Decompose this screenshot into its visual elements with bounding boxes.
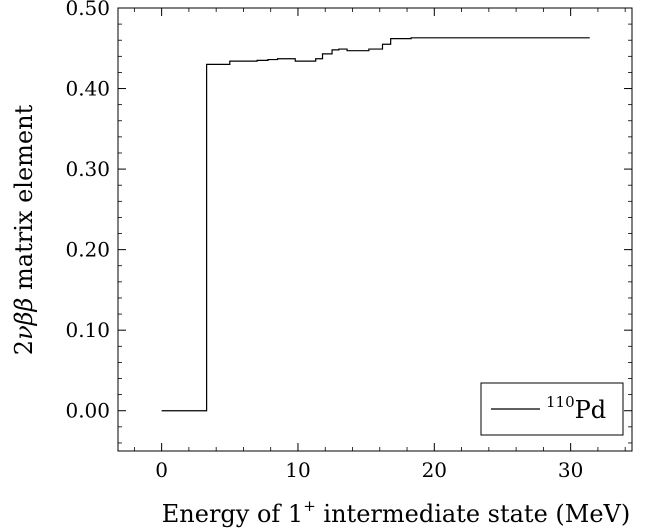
legend-label: 110Pd xyxy=(546,393,606,424)
series-layer xyxy=(161,37,590,412)
axis-ticks xyxy=(118,7,632,451)
y-tick-label: 0.30 xyxy=(65,157,110,181)
tick-labels: 0 10 20 30 0.00 0.10 0.20 0.30 0.40 0.50 xyxy=(65,0,583,482)
x-axis-label-suffix: intermediate state (MeV) xyxy=(316,500,630,528)
y-tick-label: 0.50 xyxy=(65,0,110,20)
y-tick-label: 0.40 xyxy=(65,77,110,101)
y-tick-label: 0.20 xyxy=(65,238,110,262)
legend-label-element: Pd xyxy=(575,396,607,424)
y-tick-label: 0.10 xyxy=(65,318,110,342)
legend-label-mass: 110 xyxy=(546,393,575,411)
y-axis-label-suffix: matrix element xyxy=(10,104,38,297)
series-line-110pd xyxy=(161,37,590,412)
y-axis-label-greek: νββ xyxy=(10,298,38,340)
y-tick-label: 0.00 xyxy=(65,399,110,423)
x-axis-label: Energy of 1+ intermediate state (MeV) xyxy=(162,497,630,528)
y-axis-label-prefix: 2 xyxy=(10,340,38,355)
x-tick-label: 30 xyxy=(558,458,583,482)
plot-frame xyxy=(117,7,633,452)
y-axis-label: 2νββ matrix element xyxy=(10,104,38,355)
x-axis-label-superscript: + xyxy=(303,497,316,515)
x-tick-label: 0 xyxy=(155,458,168,482)
legend: 110Pd xyxy=(480,382,624,436)
x-tick-label: 20 xyxy=(422,458,447,482)
x-axis-label-prefix: Energy of 1 xyxy=(162,500,303,528)
x-tick-label: 10 xyxy=(285,458,310,482)
